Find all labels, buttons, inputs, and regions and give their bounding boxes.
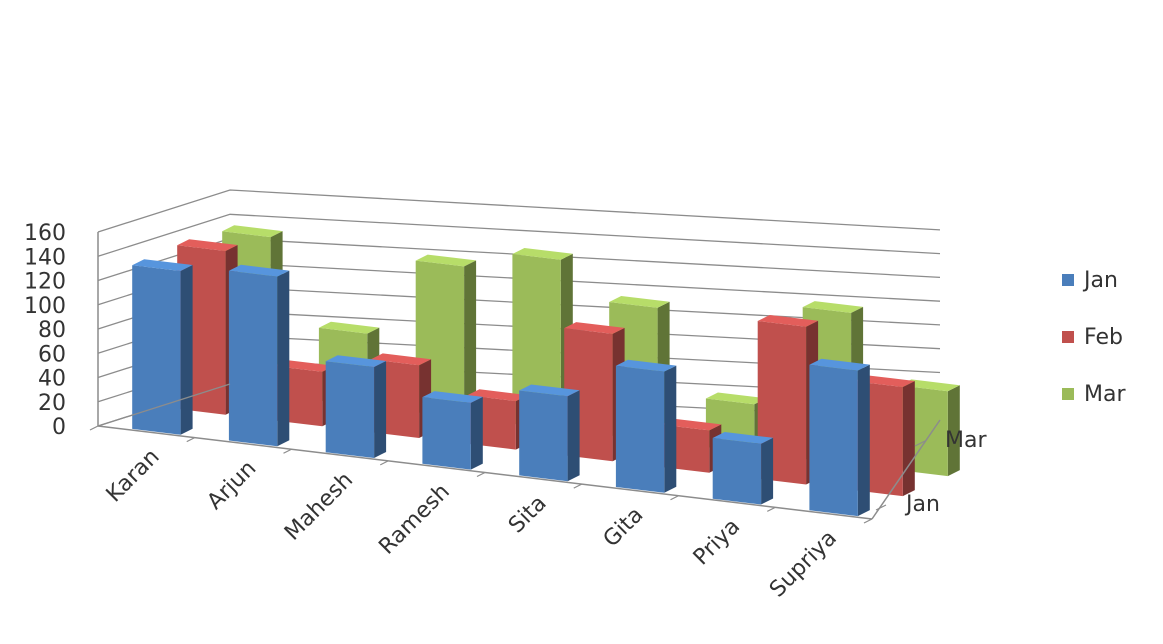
- bar-top: [415, 254, 477, 267]
- bar-front: [422, 397, 471, 470]
- bar-jan-arjun: [228, 264, 290, 447]
- bar-side: [947, 385, 960, 477]
- bar-jan-sita: [519, 384, 580, 482]
- bar-front: [519, 390, 568, 482]
- axes: [89, 232, 941, 524]
- bar-top: [615, 359, 677, 372]
- bar-top: [318, 321, 380, 334]
- bar-side: [567, 390, 580, 482]
- bar-top: [712, 432, 774, 444]
- gridline: [97, 189, 941, 233]
- bar-top: [228, 264, 290, 277]
- y-tick-label: 40: [38, 367, 66, 392]
- y-tick-label: 80: [38, 318, 66, 343]
- x-category-label: Ramesh: [375, 479, 455, 559]
- bar-top: [705, 392, 767, 405]
- legend-item-jan: Jan: [1062, 266, 1126, 294]
- bar-side: [664, 365, 677, 493]
- bar-jan-karan: [132, 259, 193, 435]
- depth-axis-labels: Jan Mar: [875, 428, 987, 517]
- depth-label: Jan: [904, 492, 940, 517]
- bar-jan-gita: [615, 359, 677, 493]
- bar-side: [277, 270, 290, 447]
- bar-top: [370, 353, 432, 366]
- y-tick-label: 60: [38, 342, 66, 367]
- bar-side: [761, 437, 774, 505]
- bar-top: [325, 355, 387, 367]
- legend-item-feb: Feb: [1062, 323, 1126, 351]
- bar-top: [422, 391, 483, 403]
- y-tick-label: 120: [24, 270, 66, 295]
- x-category-label: Gita: [599, 503, 649, 553]
- x-tick-mark: [863, 518, 873, 524]
- x-tick-mark: [670, 495, 679, 501]
- legend-item-mar: Mar: [1062, 380, 1126, 408]
- x-tick-mark: [89, 425, 99, 431]
- bar-side: [464, 260, 477, 418]
- x-tick-mark: [283, 448, 292, 454]
- bar-top: [177, 239, 238, 251]
- legend-label-mar: Mar: [1084, 381, 1126, 407]
- legend-swatch-feb: [1062, 331, 1074, 343]
- legend-label-feb: Feb: [1084, 324, 1123, 350]
- legend: Jan Feb Mar: [1062, 266, 1126, 437]
- bar-front: [712, 438, 762, 505]
- bar-top: [609, 296, 670, 308]
- x-category-label: Sita: [504, 491, 552, 539]
- bar-jan-supriya: [809, 358, 870, 517]
- depth-axis-line: [871, 419, 941, 520]
- bar-side: [470, 396, 483, 470]
- bar-top: [802, 301, 864, 313]
- bar-top: [222, 225, 283, 238]
- x-category-label: Arjun: [203, 456, 262, 515]
- depth-label: Mar: [945, 428, 987, 453]
- depth-tick-mark: [914, 440, 926, 447]
- x-tick-mark: [766, 506, 776, 512]
- y-tick-label: 20: [38, 391, 66, 416]
- gridline: [97, 213, 941, 257]
- bar-jan-ramesh: [422, 391, 483, 470]
- bar-jan-mahesh: [325, 355, 387, 458]
- x-category-label: Priya: [689, 514, 745, 570]
- x-tick-mark: [379, 460, 389, 466]
- bar-side: [902, 381, 915, 497]
- y-tick-label: 160: [24, 221, 66, 246]
- legend-swatch-mar: [1062, 388, 1074, 400]
- bar-front: [228, 270, 278, 447]
- legend-label-jan: Jan: [1084, 267, 1118, 293]
- x-tick-mark: [573, 483, 583, 489]
- x-category-label: Mahesh: [280, 468, 358, 546]
- y-tick-label: 100: [24, 294, 66, 319]
- x-tick-mark: [186, 437, 196, 443]
- bar-front: [325, 361, 375, 458]
- x-tick-mark: [476, 471, 486, 478]
- bar-top: [132, 259, 193, 271]
- bar-front: [132, 265, 181, 435]
- bars: [132, 225, 960, 517]
- bar-front: [809, 364, 858, 517]
- bar-side: [374, 361, 387, 458]
- bar-top: [467, 389, 528, 402]
- bar-top: [757, 315, 819, 327]
- bar-jan-priya: [712, 432, 774, 505]
- bar-top: [519, 384, 580, 397]
- bar-top: [564, 322, 625, 334]
- bar-side: [180, 265, 193, 435]
- legend-swatch-jan: [1062, 274, 1074, 286]
- x-category-label: Karan: [102, 444, 165, 507]
- depth-tick-mark: [875, 504, 887, 511]
- y-tick-label: 0: [52, 415, 66, 440]
- bar-top: [512, 248, 573, 260]
- bar-top: [809, 358, 870, 371]
- y-tick-label: 140: [24, 245, 66, 270]
- bar-front: [615, 365, 665, 493]
- floor-left-edge: [97, 383, 231, 427]
- bar-side: [857, 364, 870, 517]
- bar-front: [512, 254, 561, 430]
- x-category-label: Supriya: [765, 526, 842, 603]
